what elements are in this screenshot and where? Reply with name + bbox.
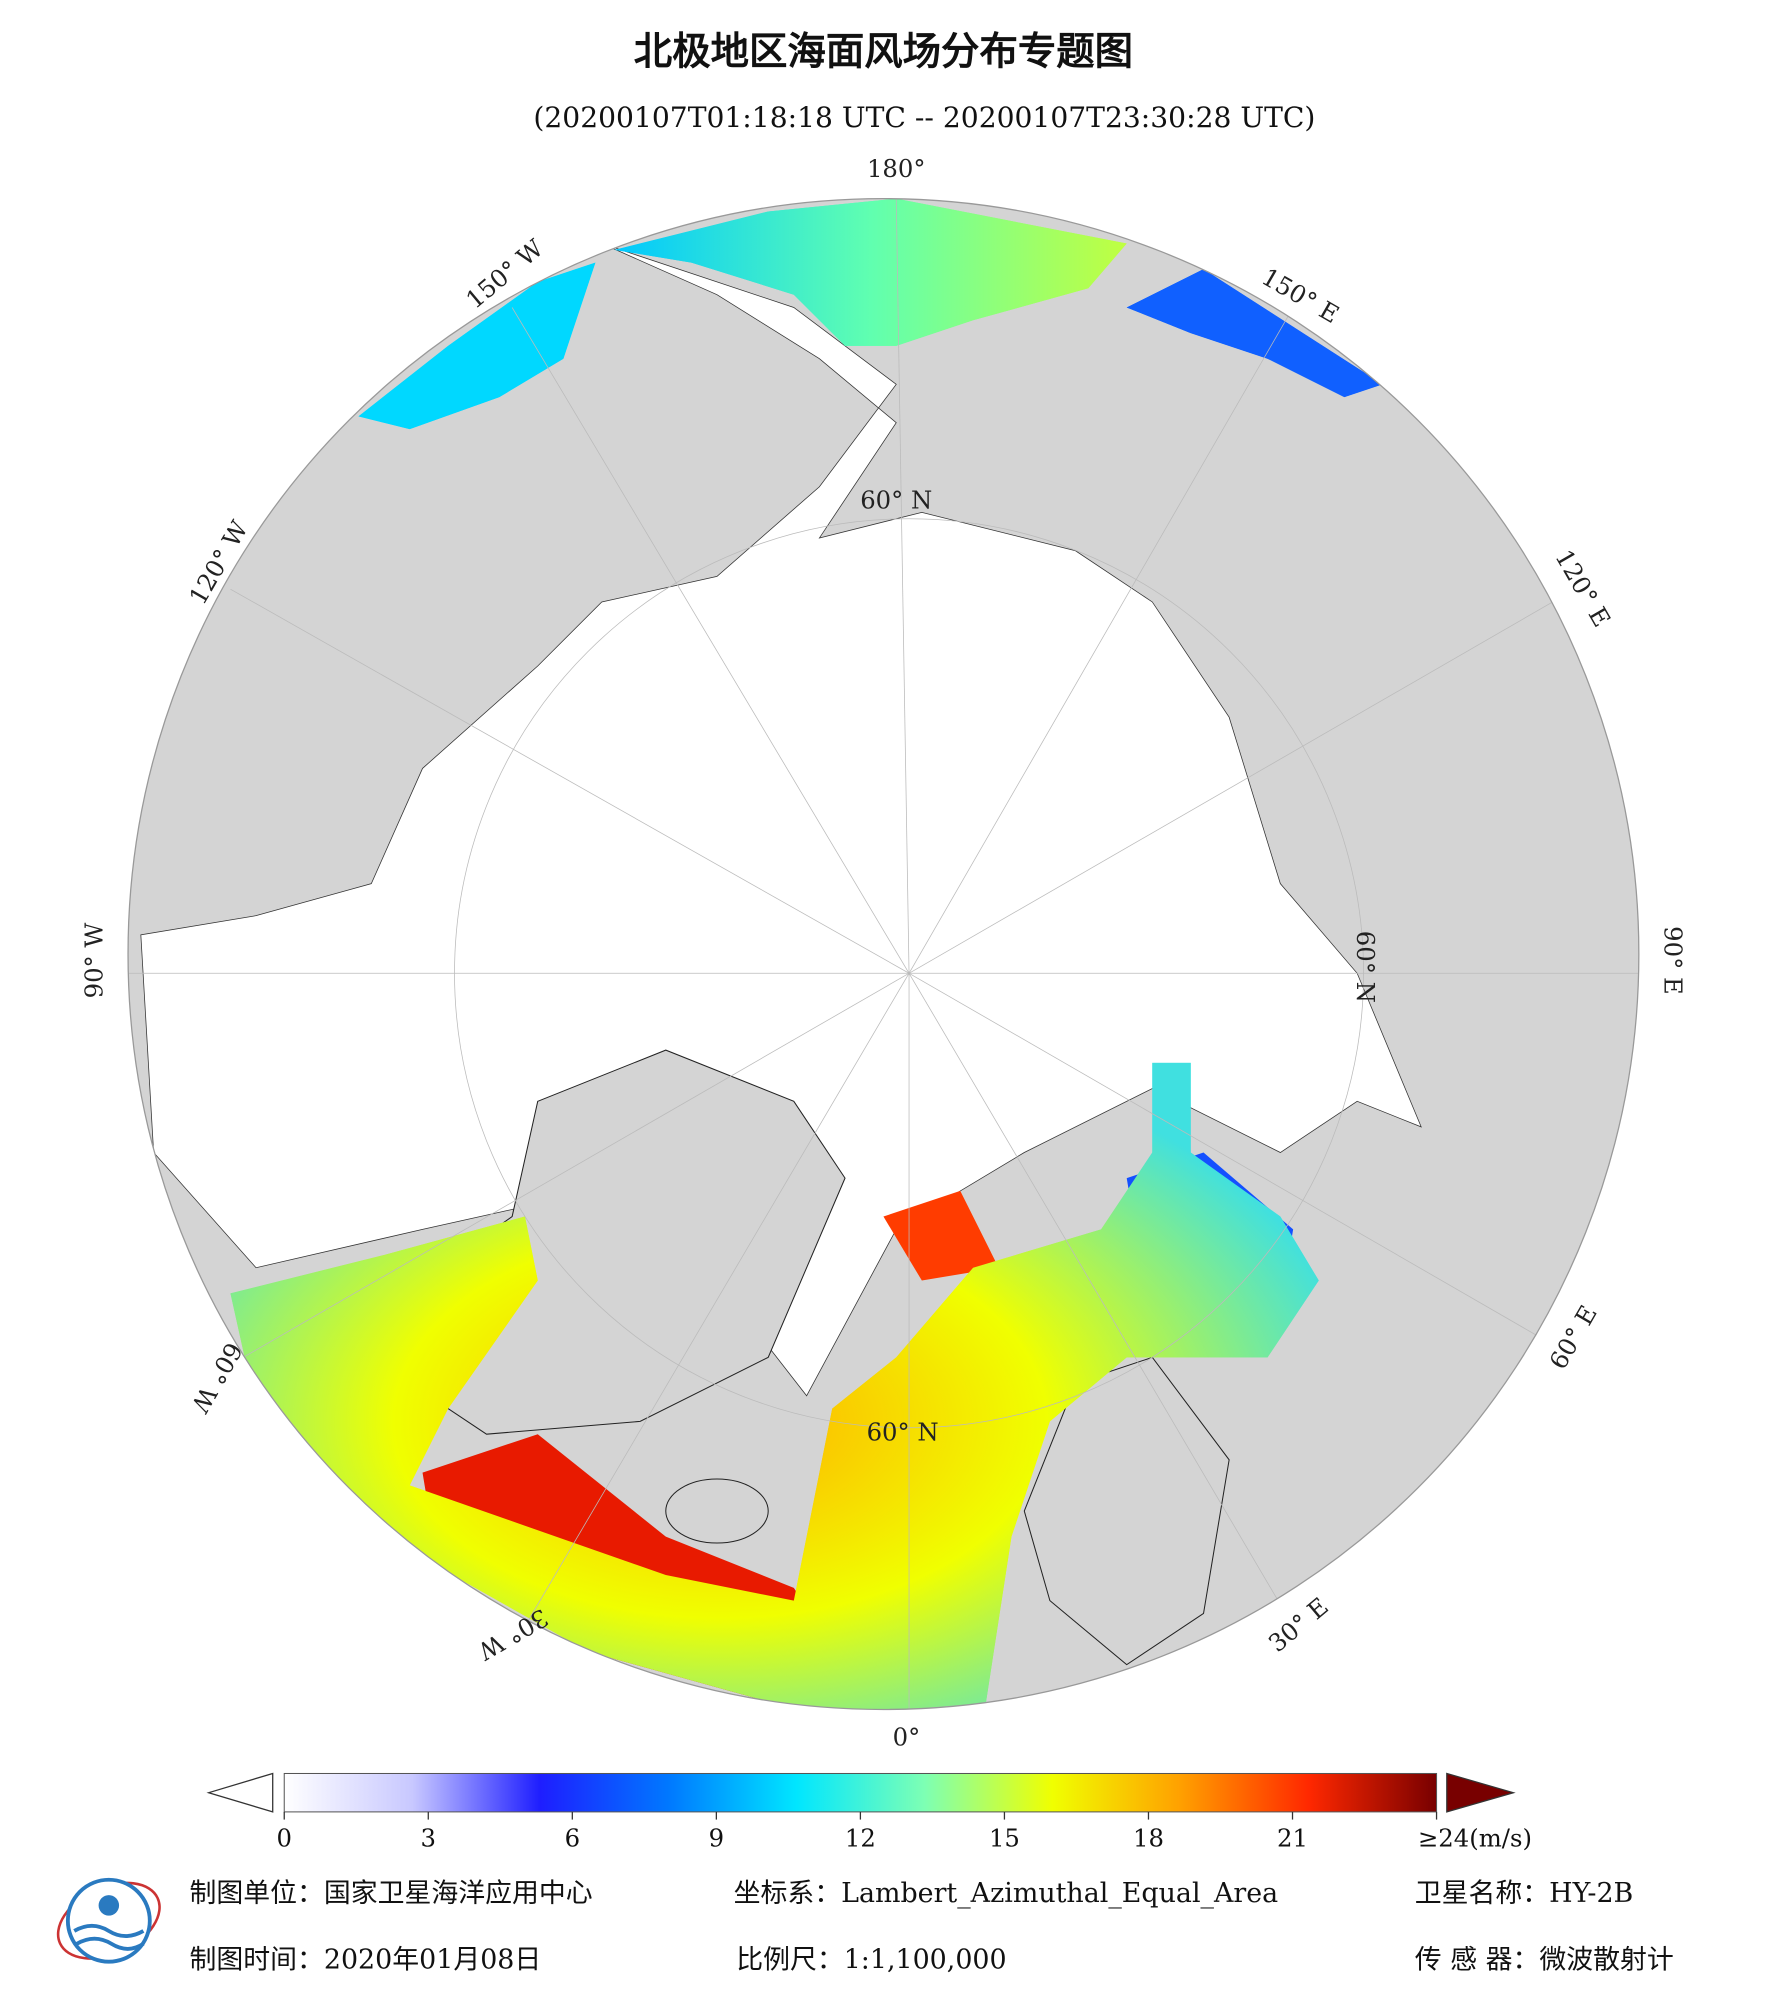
colorbar-over [1446,1772,1516,1813]
graticule-label: 90° W [80,923,109,999]
colorbar-tick-label: ≥24(m/s) [1418,1824,1532,1853]
colorbar-tick-label: 9 [709,1824,724,1853]
map-scale: 比例尺：1:1,100,000 [736,1945,1006,1976]
graticule-label: 90° E [1658,926,1687,995]
colorbar-tick-label: 12 [845,1824,876,1853]
graticule-label: 60° N [1351,931,1380,1003]
colorbar-tick-label: 0 [277,1824,292,1853]
colorbar-tick-label: 6 [565,1824,580,1853]
graticule-label: 0° [893,1722,921,1751]
projection: 坐标系：Lambert_Azimuthal_Equal_Area [734,1878,1279,1909]
graticule [128,198,1639,1710]
colorbar: 0 3 6 9 12 15 18 21 ≥24(m/s) [206,1772,1532,1853]
graticule-label: 60° N [867,1418,939,1447]
footer: 制图单位：国家卫星海洋应用中心 制图时间：2020年01月08日 坐标系：Lam… [56,1877,1674,1976]
scandinavia [1023,1356,1230,1666]
colorbar-tick-label: 3 [421,1824,436,1853]
title: 北极地区海面风场分布专题图 [634,29,1133,74]
map-date: 制图时间：2020年01月08日 [189,1945,541,1976]
producer: 制图单位：国家卫星海洋应用中心 [189,1878,592,1909]
sensor: 传 感 器：微波散射计 [1415,1945,1674,1976]
wind-field [230,198,1383,1710]
graticule-label: 60° N [860,486,932,515]
colorbar-tick-label: 15 [989,1824,1020,1853]
colorbar-ramp [283,1772,1438,1813]
logo [56,1877,161,1964]
subtitle: (20200107T01:18:18 UTC -- 20200107T23:30… [533,101,1315,134]
map-border [127,198,1640,1711]
colorbar-tick-label: 21 [1277,1824,1308,1853]
sea-ice [140,243,1422,1397]
wind-patch [883,1190,999,1281]
graticule-label: 180° [867,154,926,183]
iceland [665,1478,769,1544]
map [128,198,1639,1710]
colorbar-under [206,1772,274,1813]
colorbar-tick-label: 18 [1133,1824,1164,1853]
satellite: 卫星名称：HY-2B [1415,1878,1634,1909]
